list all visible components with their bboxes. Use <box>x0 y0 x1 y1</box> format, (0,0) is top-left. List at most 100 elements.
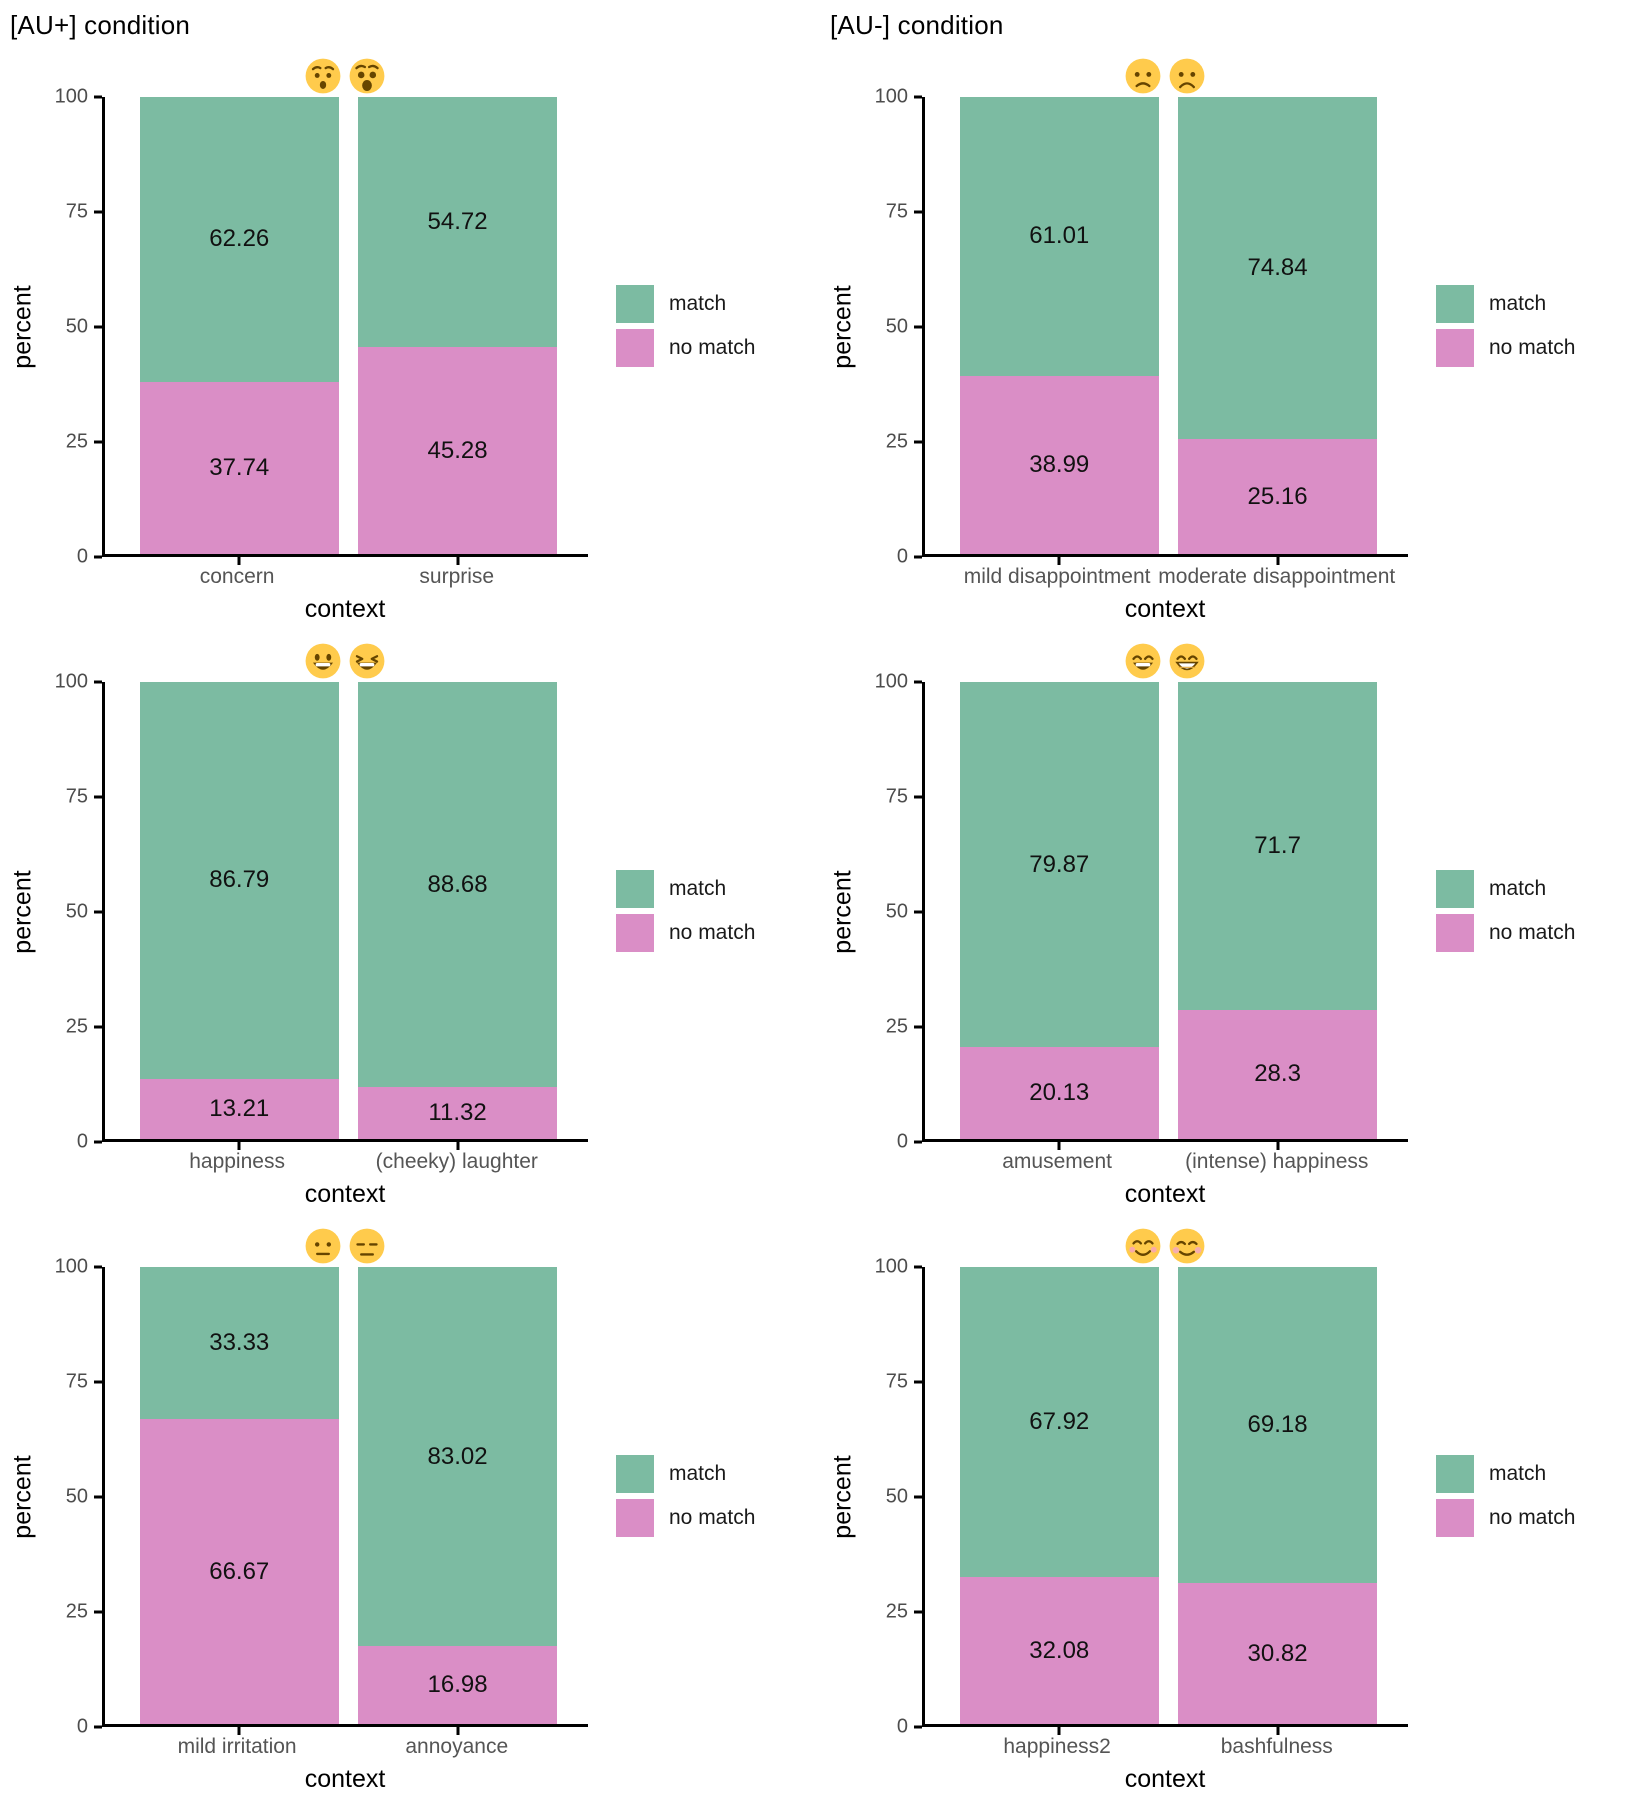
value-label: 38.99 <box>1029 450 1090 478</box>
match-segment: 61.01 <box>959 97 1159 376</box>
smiling-face-smiling-eyes-icon <box>1124 1227 1162 1265</box>
legend-item-match: match <box>1436 870 1575 908</box>
emoji-row <box>922 636 1408 682</box>
plot-area: 33.33 66.67 83.02 16.98 <box>102 1267 588 1735</box>
value-label: 66.67 <box>209 1557 270 1585</box>
y-tick: 0 <box>870 1716 922 1739</box>
legend-item-no-match: no match <box>616 329 755 367</box>
legend-item-match: match <box>1436 285 1575 323</box>
no-match-segment: 16.98 <box>358 1646 558 1724</box>
match-swatch <box>616 285 654 323</box>
y-axis: 100 75 50 25 0 <box>40 1256 102 1738</box>
legend: match no match <box>616 870 755 958</box>
value-label: 20.13 <box>1029 1078 1090 1106</box>
stacked-bar: 67.92 32.08 <box>959 1267 1159 1724</box>
value-label: 83.02 <box>427 1442 488 1470</box>
x-tick-labels: happiness (cheeky) laughter <box>102 1150 588 1180</box>
y-tick: 25 <box>50 1016 102 1039</box>
no-match-segment: 32.08 <box>959 1577 1159 1724</box>
value-label: 37.74 <box>209 453 270 481</box>
category-label: surprise <box>419 565 495 588</box>
y-tick: 75 <box>870 786 922 809</box>
stacked-bar: 74.84 25.16 <box>1178 97 1378 554</box>
y-tick: 75 <box>50 201 102 224</box>
category-label: mild disappointment <box>963 565 1151 588</box>
y-axis-title: percent <box>828 870 857 954</box>
value-label: 13.21 <box>209 1094 270 1122</box>
x-tick-mark <box>456 1727 460 1735</box>
x-tick-mark <box>1057 557 1061 565</box>
stacked-bar: 33.33 66.67 <box>139 1267 339 1724</box>
no-match-segment: 30.82 <box>1178 1583 1378 1724</box>
tick-mark <box>94 680 102 684</box>
emoji-row <box>102 1221 588 1267</box>
y-tick: 25 <box>870 1601 922 1624</box>
legend: match no match <box>1436 285 1575 373</box>
x-tick-labels: mild irritation annoyance <box>102 1735 588 1765</box>
stacked-bar: 54.72 45.28 <box>358 97 558 554</box>
match-segment: 71.7 <box>1178 682 1378 1010</box>
tick-mark <box>914 325 922 329</box>
tick-mark <box>94 1265 102 1269</box>
value-label: 30.82 <box>1247 1639 1308 1667</box>
tick-mark <box>94 1140 102 1144</box>
y-tick: 0 <box>870 1131 922 1154</box>
match-swatch <box>1436 1455 1474 1493</box>
chart-panel-happiness-laughter: percent 100 75 50 25 0 86.79 13.21 88.68… <box>6 636 826 1209</box>
stacked-bar: 61.01 38.99 <box>959 97 1159 554</box>
y-tick: 100 <box>870 1256 922 1279</box>
no-match-swatch <box>616 329 654 367</box>
category-label: concern <box>199 565 275 588</box>
tick-mark <box>914 210 922 214</box>
y-tick: 50 <box>870 1486 922 1509</box>
match-segment: 88.68 <box>358 682 558 1088</box>
x-tick-mark <box>456 557 460 565</box>
tick-mark <box>94 1725 102 1729</box>
x-tick-labels: concern surprise <box>102 565 588 595</box>
plot-area: 86.79 13.21 88.68 11.32 <box>102 682 588 1150</box>
category-label: annoyance <box>405 1735 509 1758</box>
y-axis: 100 75 50 25 0 <box>860 1256 922 1738</box>
x-axis-title: context <box>1124 595 1206 623</box>
match-segment: 33.33 <box>139 1267 339 1420</box>
tick-mark <box>914 1140 922 1144</box>
no-match-segment: 66.67 <box>139 1419 339 1724</box>
tick-mark <box>94 1495 102 1499</box>
expressionless-face-icon <box>348 1227 386 1265</box>
column-title-au-minus: [AU-] condition <box>830 10 1004 40</box>
chart-panel-amusement-happiness: percent 100 75 50 25 0 79.87 20.13 71.7 … <box>826 636 1640 1209</box>
legend-item-match: match <box>616 1455 755 1493</box>
category-label: moderate disappointment <box>1158 565 1396 588</box>
tick-mark <box>914 1725 922 1729</box>
stacked-bar: 88.68 11.32 <box>358 682 558 1139</box>
value-label: 11.32 <box>428 1099 487 1127</box>
y-tick: 75 <box>50 1371 102 1394</box>
y-tick: 50 <box>50 1486 102 1509</box>
legend-item-match: match <box>616 870 755 908</box>
emoji-row <box>102 51 588 97</box>
y-axis-title: percent <box>828 1455 857 1539</box>
value-label: 28.3 <box>1254 1060 1301 1088</box>
x-axis-title: context <box>1124 1765 1206 1793</box>
match-segment: 62.26 <box>139 97 339 382</box>
chart-panel-disappointment: percent 100 75 50 25 0 61.01 38.99 74.84… <box>826 51 1640 624</box>
tick-mark <box>914 1610 922 1614</box>
category-label: bashfulness <box>1220 1735 1333 1758</box>
category-label: amusement <box>1002 1150 1112 1173</box>
tick-mark <box>94 1025 102 1029</box>
match-swatch <box>616 1455 654 1493</box>
legend-item-match: match <box>1436 1455 1575 1493</box>
legend: match no match <box>1436 870 1575 958</box>
plot-area: 79.87 20.13 71.7 28.3 <box>922 682 1408 1150</box>
stacked-bar: 71.7 28.3 <box>1178 682 1378 1139</box>
y-axis: 100 75 50 25 0 <box>40 86 102 568</box>
value-label: 33.33 <box>209 1329 270 1357</box>
x-tick-mark <box>237 1727 241 1735</box>
x-tick-labels: happiness2 bashfulness <box>922 1735 1408 1765</box>
x-tick-mark <box>1276 557 1280 565</box>
x-tick-mark <box>1276 1727 1280 1735</box>
tick-mark <box>914 795 922 799</box>
legend: match no match <box>1436 1455 1575 1543</box>
column-au-minus: [AU-] condition percent 100 75 50 25 0 6… <box>826 6 1640 1806</box>
